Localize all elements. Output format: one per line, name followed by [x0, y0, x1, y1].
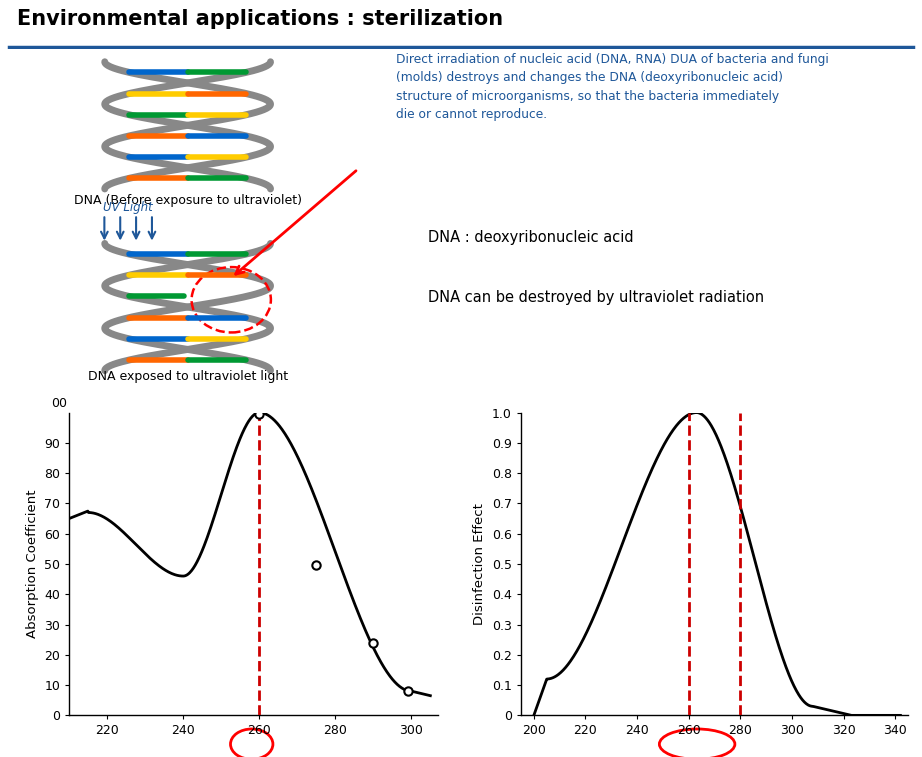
Text: 00: 00: [52, 397, 67, 410]
Text: Environmental applications : sterilization: Environmental applications : sterilizati…: [17, 9, 502, 29]
Y-axis label: Disinfection Effect: Disinfection Effect: [473, 503, 486, 625]
Text: Direct irradiation of nucleic acid (DNA, RNA) DUA of bacteria and fungi
(molds) : Direct irradiation of nucleic acid (DNA,…: [396, 53, 829, 121]
Text: DNA (Before exposure to ultraviolet): DNA (Before exposure to ultraviolet): [74, 195, 301, 207]
Text: DNA exposed to ultraviolet light: DNA exposed to ultraviolet light: [88, 370, 288, 383]
Text: 260-280nm is the highest
sterilization efficiency: 260-280nm is the highest sterilization e…: [638, 420, 828, 458]
Text: DNA can be destroyed by ultraviolet radiation: DNA can be destroyed by ultraviolet radi…: [428, 290, 764, 305]
Text: UV Light: UV Light: [103, 201, 153, 214]
Text: DNA : deoxyribonucleic acid: DNA : deoxyribonucleic acid: [428, 230, 633, 245]
Y-axis label: Absorption Coefficient: Absorption Coefficient: [26, 490, 39, 638]
